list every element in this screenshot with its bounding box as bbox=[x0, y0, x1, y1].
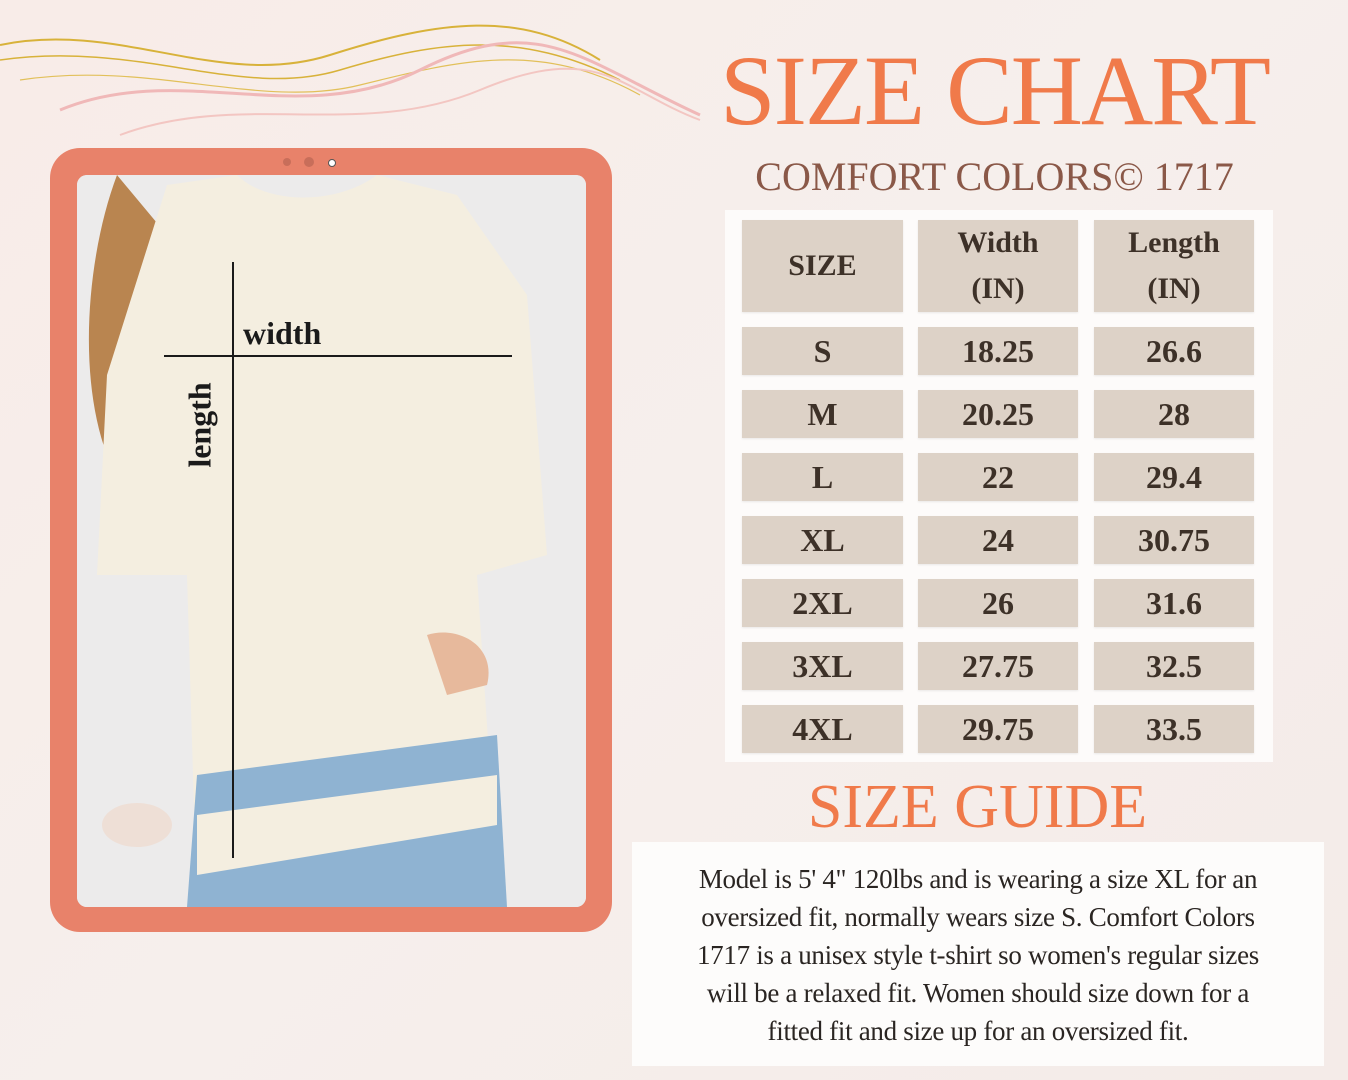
header-width: Width (IN) bbox=[918, 220, 1078, 312]
header-width-unit: (IN) bbox=[971, 272, 1025, 305]
size-table: SIZE Width (IN) Length (IN) S 18.25 26.6 M 20.… bbox=[725, 210, 1273, 762]
model-photo: width length bbox=[77, 175, 586, 907]
cell-width: 20.25 bbox=[918, 390, 1078, 438]
guide-title: SIZE GUIDE bbox=[807, 773, 1148, 841]
cell-length: 31.6 bbox=[1094, 579, 1254, 627]
cell-width: 24 bbox=[918, 516, 1078, 564]
cell-length: 26.6 bbox=[1094, 327, 1254, 375]
camera-dot bbox=[328, 159, 336, 167]
cell-length: 30.75 bbox=[1094, 516, 1254, 564]
cell-length: 28 bbox=[1094, 390, 1254, 438]
cell-length: 29.4 bbox=[1094, 453, 1254, 501]
guide-line: Model is 5' 4" 120lbs and is wearing a s… bbox=[698, 864, 1258, 894]
cell-width: 22 bbox=[918, 453, 1078, 501]
camera-dot bbox=[283, 158, 291, 166]
camera-dot bbox=[304, 157, 314, 167]
cell-width: 29.75 bbox=[918, 705, 1078, 753]
guide-line: 1717 is a unisex style t-shirt so women'… bbox=[696, 940, 1260, 970]
header-size-label: SIZE bbox=[788, 249, 857, 282]
cell-size: S bbox=[742, 327, 903, 375]
cell-size: 2XL bbox=[742, 579, 903, 627]
header-length: Length (IN) bbox=[1094, 220, 1254, 312]
cell-size: XL bbox=[742, 516, 903, 564]
header-length-unit: (IN) bbox=[1147, 272, 1201, 305]
length-line bbox=[232, 262, 234, 858]
header-width-label: Width bbox=[957, 226, 1039, 259]
brand-subtitle: COMFORT COLORS© 1717 bbox=[755, 154, 1234, 199]
header-length-label: Length bbox=[1128, 226, 1220, 259]
cell-width: 27.75 bbox=[918, 642, 1078, 690]
header-size: SIZE bbox=[742, 220, 903, 312]
length-label: length bbox=[181, 382, 218, 468]
decorative-waves bbox=[0, 24, 701, 136]
cell-size: L bbox=[742, 453, 903, 501]
cell-size: M bbox=[742, 390, 903, 438]
width-line bbox=[164, 355, 512, 357]
cell-length: 33.5 bbox=[1094, 705, 1254, 753]
guide-line: oversized fit, normally wears size S. Co… bbox=[701, 902, 1255, 932]
guide-box: Model is 5' 4" 120lbs and is wearing a s… bbox=[632, 842, 1324, 1066]
guide-line: will be a relaxed fit. Women should size… bbox=[706, 978, 1250, 1008]
cell-width: 26 bbox=[918, 579, 1078, 627]
page-title: SIZE CHART bbox=[720, 35, 1271, 146]
guide-line: fitted fit and size up for an oversized … bbox=[767, 1016, 1189, 1046]
cell-length: 32.5 bbox=[1094, 642, 1254, 690]
width-label: width bbox=[243, 315, 322, 351]
cell-width: 18.25 bbox=[918, 327, 1078, 375]
guide-text: Model is 5' 4" 120lbs and is wearing a s… bbox=[636, 860, 1320, 1050]
cell-size: 3XL bbox=[742, 642, 903, 690]
cell-size: 4XL bbox=[742, 705, 903, 753]
tshirt-illustration bbox=[77, 175, 586, 907]
